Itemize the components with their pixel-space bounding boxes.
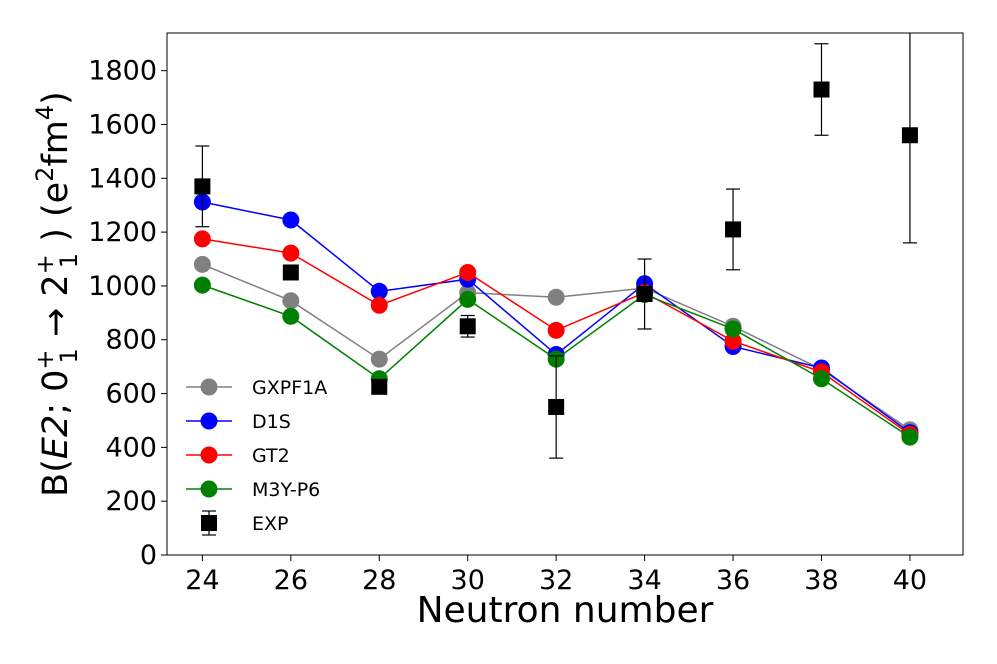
series-point-d1s [282,211,300,229]
y-axis-label: B(E2; 0+1 → 2+1 ) (e2fm4) [31,91,83,497]
y-tick-label: 1400 [88,163,157,194]
y-label-part: 4 [31,105,59,120]
legend-label: D1S [252,411,291,433]
exp-point [371,378,388,395]
y-label-part: 1 [55,253,83,268]
series-layer [193,193,919,446]
legend-marker [200,378,218,396]
y-tick-label: 400 [105,432,157,463]
y-label-part: → 2 [36,274,76,348]
series-point-gxpf1a [193,255,211,273]
legend-entry-gt2: GT2 [186,445,290,467]
legend-entry-m3y-p6: M3Y-P6 [186,479,320,501]
y-label-part: ) (e [36,182,76,253]
exp-point [194,178,211,195]
plot-frame [166,32,964,556]
legend-marker [200,412,218,430]
series-point-gt2 [193,230,211,248]
exp-point [459,318,476,335]
series-point-m3y-p6 [459,290,477,308]
series-point-m3y-p6 [724,320,742,338]
y-label-part: ) [36,91,76,105]
y-tick-label: 800 [105,325,157,356]
legend-marker [200,480,218,498]
legend-entry-d1s: D1S [186,411,291,433]
series-point-m3y-p6 [193,276,211,294]
x-tick-label: 30 [451,565,485,596]
x-tick-label: 38 [804,565,838,596]
x-tick-label: 26 [274,565,308,596]
series-point-d1s [370,282,388,300]
y-label-part: 2 [31,167,59,182]
series-point-m3y-p6 [282,307,300,325]
y-tick-label: 1800 [88,56,157,87]
series-point-gt2 [547,321,565,339]
legend-label: GXPF1A [252,377,327,399]
y-label-part: ; 0 [36,370,76,415]
experiment-layer [194,33,918,459]
exp-point [282,264,299,281]
y-label-part: + [31,349,59,369]
series-point-gt2 [282,244,300,262]
legend-entry-gxpf1a: GXPF1A [186,377,327,399]
series-point-gt2 [459,263,477,281]
y-label-part: E2 [36,415,76,459]
exp-point [813,81,830,98]
legend-marker [200,446,218,464]
axes: 24 26 28 30 32 34 36 38 400200400600800100012001… [88,56,927,596]
legend-marker [201,515,217,531]
y-tick-label: 1200 [88,217,157,248]
y-tick-label: 600 [105,379,157,410]
y-label-part: + [31,254,59,274]
series-point-m3y-p6 [812,370,830,388]
series-point-gxpf1a [370,350,388,368]
series-point-m3y-p6 [901,428,919,446]
y-tick-label: 0 [140,540,157,571]
x-tick-label: 40 [893,565,927,596]
y-tick-label: 200 [105,486,157,517]
exp-point [901,127,918,144]
legend-label: M3Y-P6 [252,479,320,501]
x-axis-label: Neutron number [417,590,714,631]
x-tick-label: 36 [716,565,750,596]
legend-label: EXP [252,513,288,535]
series-point-gt2 [370,296,388,314]
series-point-gt2 [724,332,742,350]
exp-point [636,286,653,302]
legend-entry-exp: EXP [201,510,288,536]
y-label-part: 1 [55,348,83,363]
y-label-part: fm [36,120,76,166]
exp-point [548,399,565,416]
legend: GXPF1A D1S GT2 M3Y-P6 EXP [186,377,327,536]
series-point-gxpf1a [282,292,300,310]
x-tick-label: 28 [362,565,396,596]
legend-label: GT2 [252,445,290,467]
x-tick-label: 24 [185,565,219,596]
x-tick-label: 32 [539,565,573,596]
y-label-part: B( [36,459,76,497]
y-tick-label: 1600 [88,109,157,140]
y-tick-label: 1000 [88,271,157,302]
x-tick-label: 34 [627,565,661,596]
series-point-gxpf1a [547,288,565,306]
exp-point [725,221,742,238]
